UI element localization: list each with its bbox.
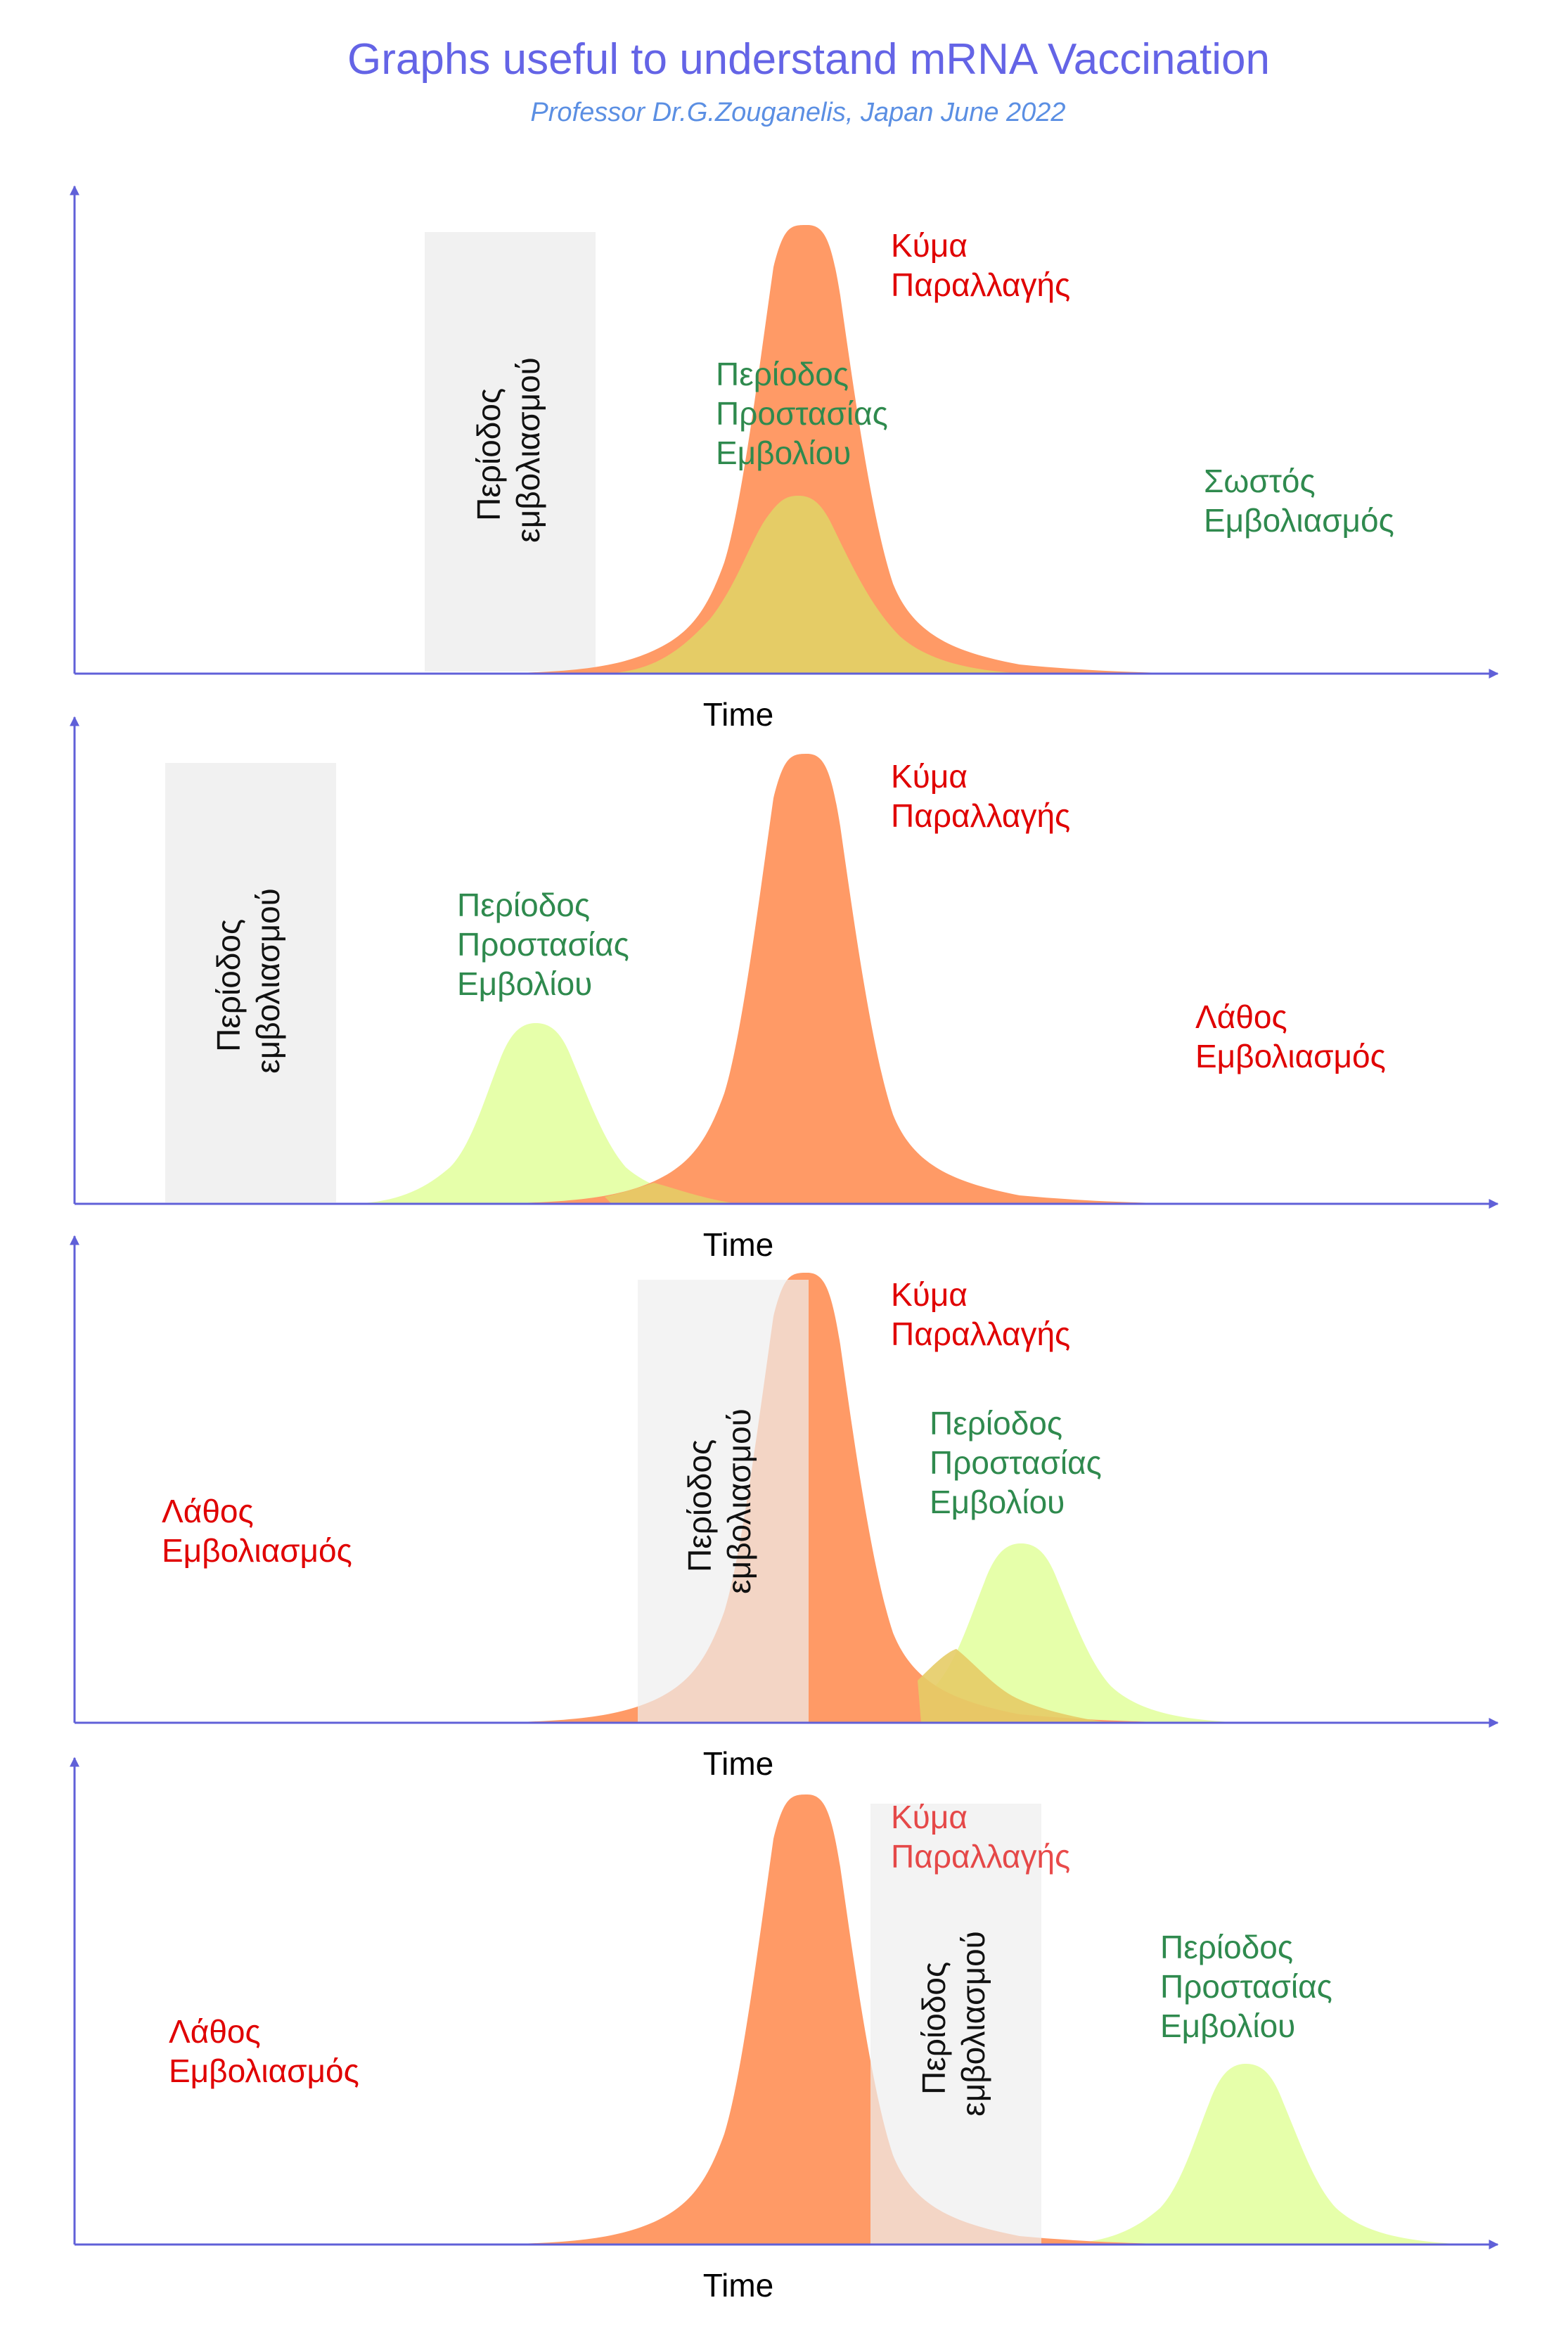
vaccine-protection-curve	[830, 1543, 1245, 1723]
vaccine-protection-curve	[352, 1023, 759, 1204]
vaccination-period-box	[425, 232, 596, 672]
panel-1: Time Κύμα Παραλλαγής Περίοδος Προστασίας…	[70, 185, 1499, 733]
protection-period-label: Περίοδος Προστασίας Εμβολίου	[716, 356, 897, 471]
vaccination-period-label: Περίοδος εμβολιασμού	[470, 357, 546, 543]
panel-3: Time Κύμα Παραλλαγής Περίοδος Προστασίας…	[70, 1235, 1499, 1782]
vaccination-period-box	[638, 1280, 809, 1723]
vaccination-period-label: Περίοδος εμβολιασμού	[915, 1931, 991, 2117]
vaccination-period-label: Περίοδος εμβολιασμού	[681, 1408, 757, 1594]
panel-4: Time Κύμα Παραλλαγής Περίοδος Προστασίας…	[70, 1757, 1499, 2304]
verdict-label: Λάθος Εμβολιασμός	[1195, 998, 1386, 1074]
verdict-label: Λάθος Εμβολιασμός	[162, 1493, 352, 1569]
page-title: Graphs useful to understand mRNA Vaccina…	[347, 35, 1270, 84]
vaccine-protection-curve	[1055, 2064, 1470, 2245]
vaccination-period-box	[870, 1804, 1041, 2245]
variant-wave-label: Κύμα Παραλλαγής	[891, 1799, 1070, 1875]
protection-period-label: Περίοδος Προστασίας Εμβολίου	[930, 1405, 1111, 1520]
vaccine-protection-curve	[605, 496, 1027, 674]
overlap-region	[918, 1649, 1111, 1723]
protection-period-label: Περίοδος Προστασίας Εμβολίου	[457, 887, 638, 1002]
page-subtitle: Professor Dr.G.Zouganelis, Japan June 20…	[530, 98, 1065, 127]
x-axis-label: Time	[703, 2267, 774, 2304]
verdict-label: Λάθος Εμβολιασμός	[169, 2013, 359, 2089]
variant-wave-label: Κύμα Παραλλαγής	[891, 227, 1070, 303]
variant-wave-label: Κύμα Παραλλαγής	[891, 758, 1070, 834]
x-axis-label: Time	[703, 696, 774, 733]
verdict-label: Σωστός Εμβολιασμός	[1204, 463, 1394, 539]
x-axis-label: Time	[703, 1745, 774, 1782]
protection-period-label: Περίοδος Προστασίας Εμβολίου	[1160, 1929, 1342, 2044]
overlap-region	[605, 1183, 738, 1204]
variant-wave-curve	[478, 1794, 1238, 2245]
x-axis-label: Time	[703, 1226, 774, 1263]
variant-wave-curve	[478, 754, 1238, 1204]
variant-wave-label: Κύμα Παραλλαγής	[891, 1276, 1070, 1352]
vaccination-period-label: Περίοδος εμβολιασμού	[210, 888, 286, 1074]
vaccination-period-box	[165, 763, 336, 1202]
variant-wave-curve	[478, 225, 1238, 674]
variant-wave-curve	[478, 1273, 1238, 1723]
panel-2: Time Κύμα Παραλλαγής Περίοδος Προστασίας…	[70, 716, 1499, 1263]
